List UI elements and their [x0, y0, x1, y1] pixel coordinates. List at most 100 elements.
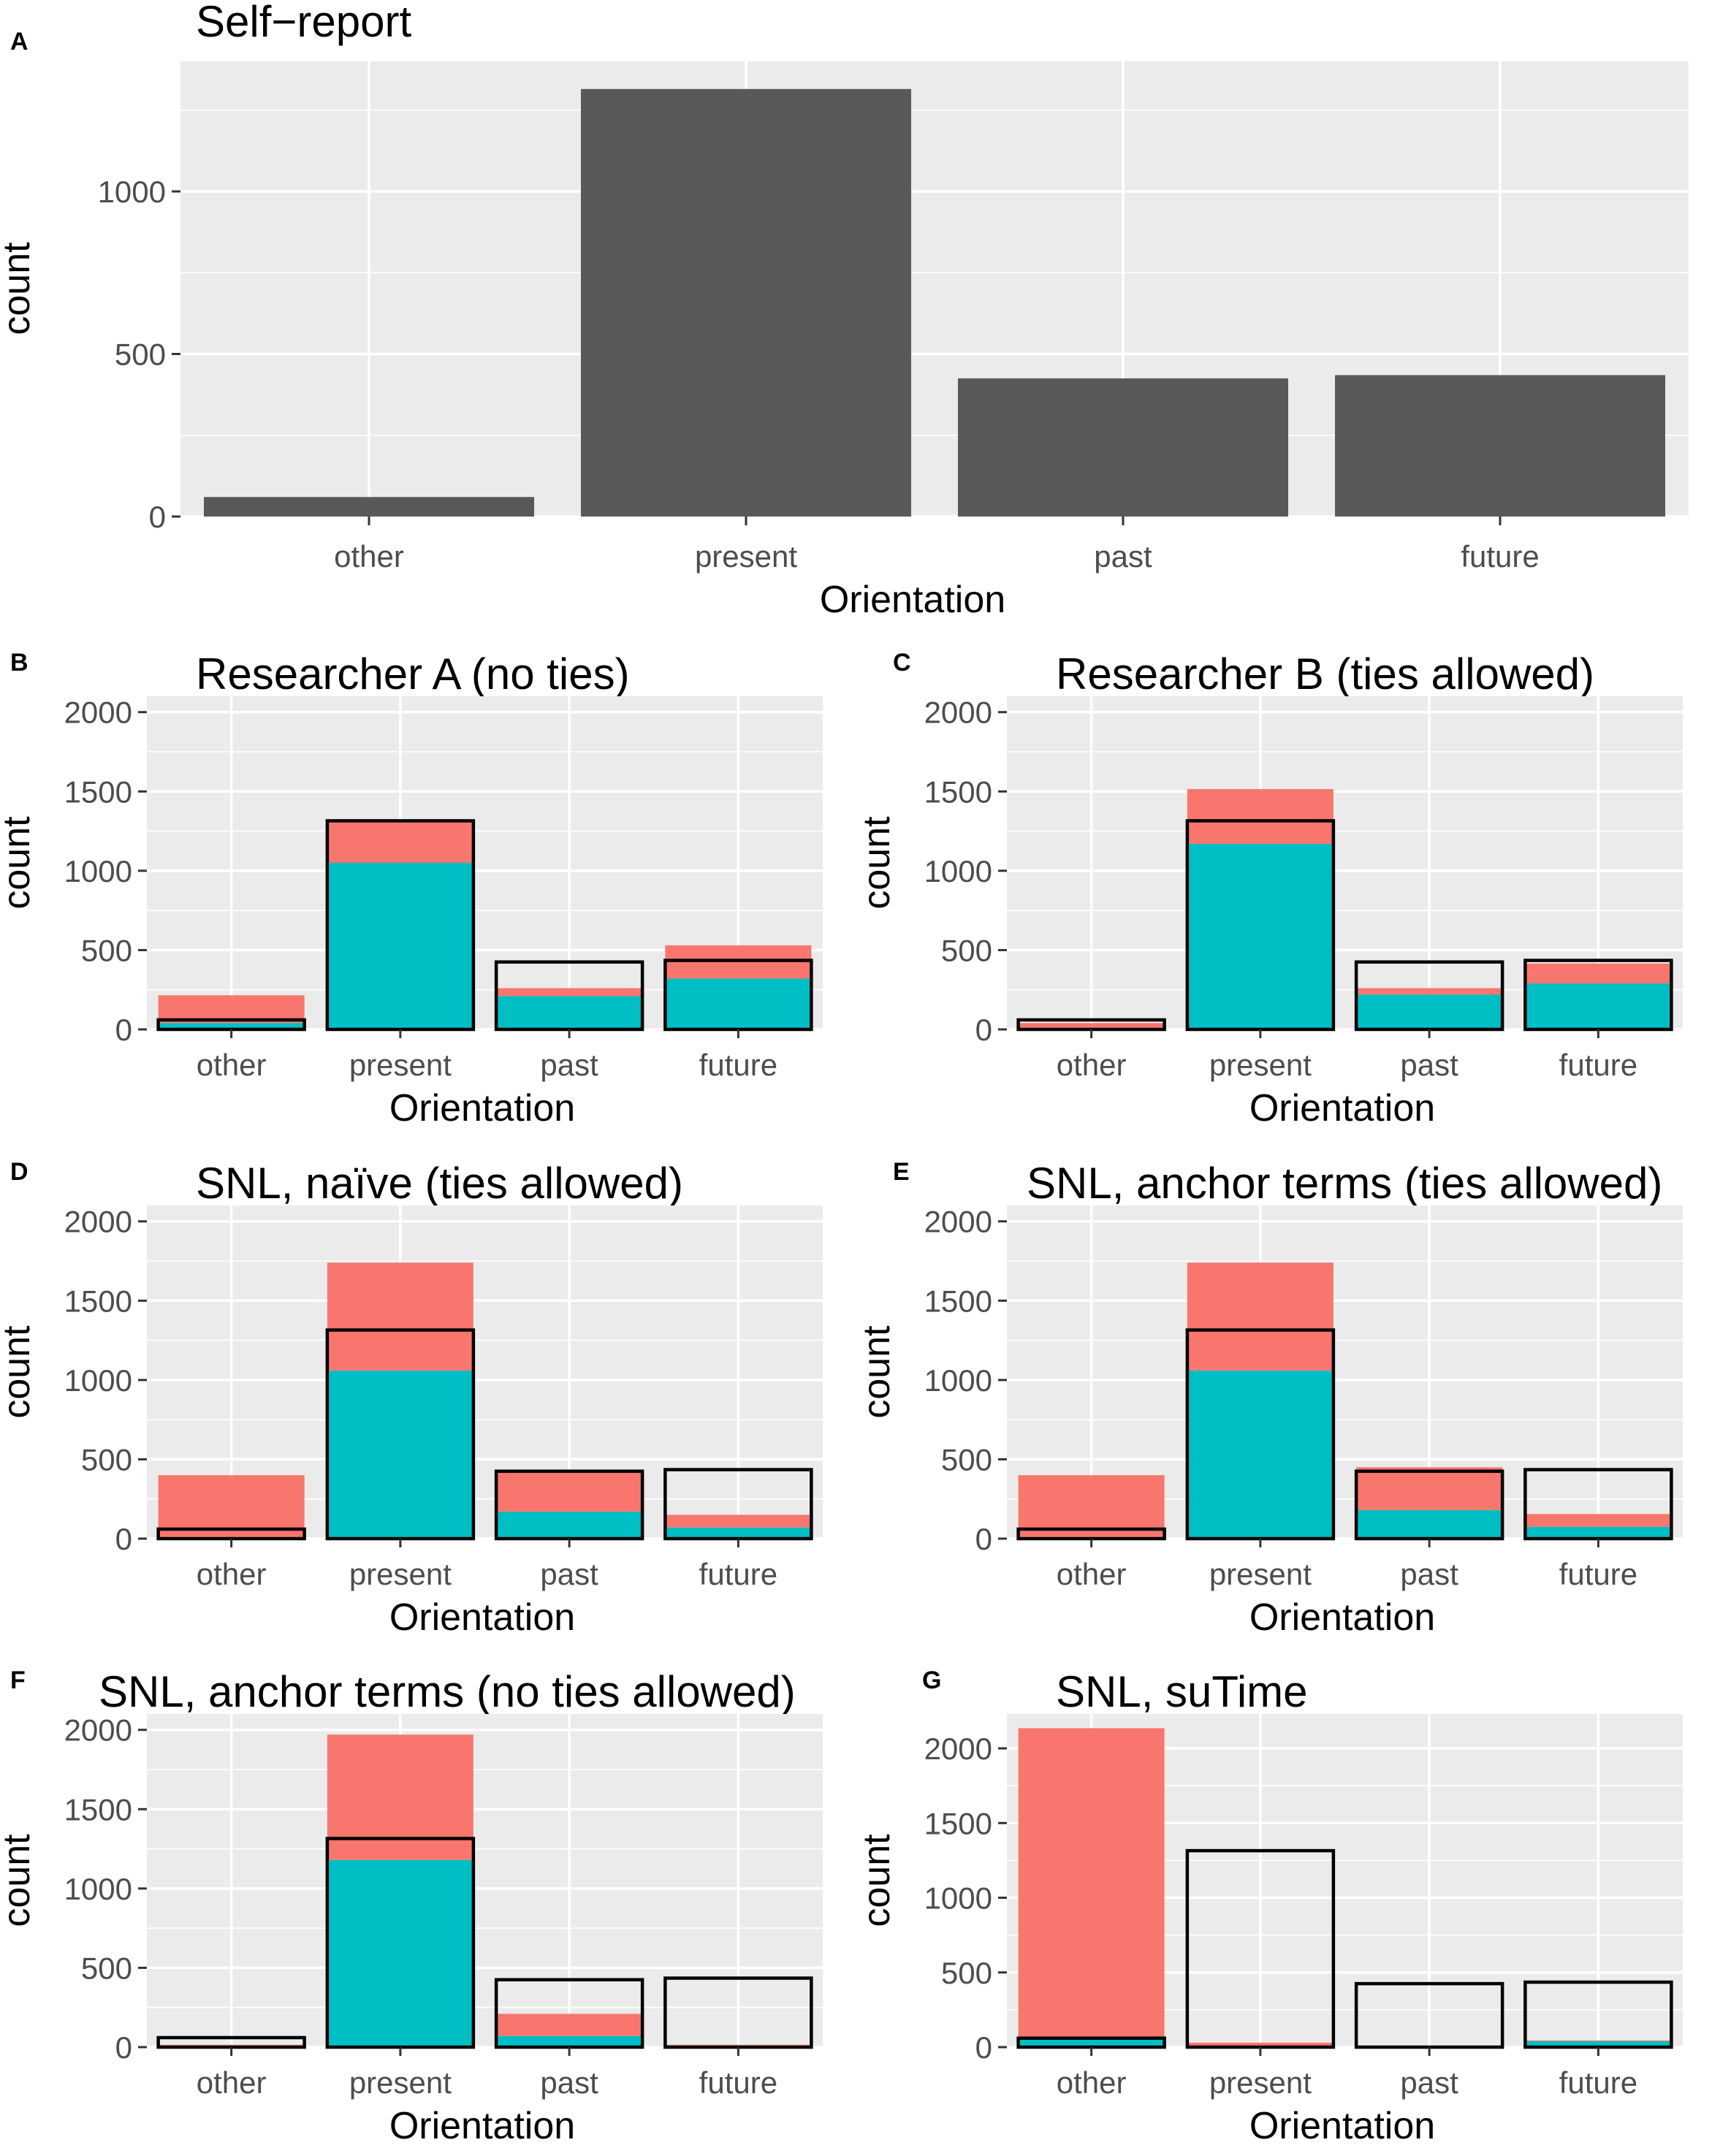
bar-other-mismatch [1018, 1475, 1165, 1537]
y-axis-title: count [0, 1325, 38, 1419]
bar-present-mismatch [1187, 1262, 1334, 1371]
bar-present-match [327, 1859, 473, 2047]
y-axis-title: count [0, 1834, 38, 1927]
x-tick-label-present: present [349, 2065, 452, 2100]
x-tick-label-other: other [197, 1557, 267, 1591]
panel-letter: B [10, 649, 28, 677]
x-tick-label-present: present [349, 1557, 452, 1591]
plot-background [147, 1714, 823, 2047]
bar-other-mismatch [1018, 1023, 1165, 1028]
bar-other-match [158, 1023, 305, 1029]
panel-c: C Researcher B (ties allowed) 0 500 1000 1500… [856, 649, 1683, 1130]
y-tick-label: 500 [81, 933, 132, 967]
x-tick-label-present: present [349, 1048, 452, 1082]
bar-past-mismatch [496, 2014, 643, 2036]
y-axis-title: count [856, 1325, 898, 1419]
y-tick-label: 0 [115, 1522, 132, 1556]
y-tick-label: 500 [941, 933, 992, 967]
bar-future-mismatch [1525, 1514, 1672, 1527]
panel-title: Researcher A (no ties) [196, 650, 630, 698]
panel-title: SNL, anchor terms (no ties allowed) [99, 1667, 796, 1716]
panel-letter: E [893, 1158, 910, 1186]
bar-future-mismatch [665, 2044, 812, 2046]
x-tick-label-present: present [1209, 2065, 1312, 2100]
panel-title: Researcher B (ties allowed) [1056, 650, 1594, 698]
bar-other-mismatch [1018, 1728, 1165, 2040]
bar-present-mismatch [327, 820, 473, 863]
bar-past-mismatch [1356, 1467, 1503, 1510]
x-tick-label-other: other [197, 1048, 267, 1082]
y-tick-label: 2000 [924, 1732, 992, 1766]
y-tick-label: 1500 [924, 1806, 992, 1840]
y-tick-label: 1500 [64, 774, 132, 809]
x-tick-label-future: future [699, 1557, 777, 1591]
x-tick-label-past: past [540, 1048, 598, 1082]
panel-letter: D [10, 1158, 28, 1186]
x-tick-label-future: future [1559, 2065, 1637, 2100]
y-tick-label: 1000 [924, 854, 992, 888]
x-tick-label-future: future [699, 2065, 777, 2100]
bar-present-mismatch [327, 1734, 473, 1860]
y-tick-label: 2000 [924, 696, 992, 730]
y-axis-title: count [0, 242, 38, 335]
x-tick-label-past: past [1400, 2065, 1458, 2100]
y-tick-label: 1000 [64, 854, 132, 888]
x-axis-title: Orientation [389, 2105, 575, 2147]
y-tick-label: 0 [115, 1013, 132, 1047]
y-tick-label: 1500 [64, 1284, 132, 1318]
y-tick-label: 500 [81, 1442, 132, 1477]
bar-present [581, 88, 911, 517]
x-tick-label-other: other [1057, 1557, 1127, 1591]
bar-other [204, 497, 534, 517]
bar-present-match [1187, 843, 1334, 1029]
y-tick-label: 1500 [924, 1284, 992, 1318]
x-tick-label-future: future [1461, 539, 1539, 574]
panel-a: A Self−report 0 500 1000 other present past futu… [0, 0, 1689, 621]
y-axis-title: count [856, 1834, 898, 1927]
y-tick-label: 0 [975, 1522, 992, 1556]
x-tick-label-present: present [1209, 1048, 1312, 1082]
y-tick-label: 500 [941, 1442, 992, 1477]
panel-letter: F [10, 1666, 26, 1694]
bar-past [958, 378, 1288, 517]
bar-future [1335, 375, 1665, 517]
x-tick-label-future: future [1559, 1048, 1637, 1082]
y-tick-label: 1500 [924, 774, 992, 809]
x-axis-title: Orientation [820, 579, 1005, 621]
bar-present-mismatch [1187, 2042, 1334, 2046]
panel-d: D SNL, naïve (ties allowed) 0 500 1000 1500 20… [0, 1158, 823, 1639]
panel-title: Self−report [196, 0, 411, 46]
x-tick-label-past: past [540, 2065, 598, 2100]
x-tick-label-past: past [540, 1557, 598, 1591]
x-tick-label-other: other [1057, 1048, 1127, 1082]
bar-future-match [665, 978, 812, 1029]
bar-present-match [1187, 1370, 1334, 1539]
x-tick-label-other: other [334, 539, 404, 574]
y-axis-title: count [0, 816, 38, 910]
bar-past-mismatch [1356, 988, 1503, 995]
y-tick-label: 0 [149, 500, 166, 534]
bar-future-match [1525, 2041, 1672, 2047]
y-tick-label: 1000 [64, 1363, 132, 1398]
y-tick-label: 1000 [64, 1872, 132, 1906]
y-tick-label: 500 [941, 1956, 992, 1990]
y-tick-label: 2000 [64, 1713, 132, 1748]
y-tick-label: 0 [975, 2030, 992, 2065]
y-tick-label: 1000 [924, 1881, 992, 1916]
x-tick-label-past: past [1400, 1048, 1458, 1082]
panel-e: E SNL, anchor terms (ties allowed) 0 500 100… [856, 1158, 1683, 1639]
bar-past-match [496, 2035, 643, 2047]
bar-other-mismatch [158, 1475, 305, 1537]
y-tick-label: 2000 [924, 1205, 992, 1239]
x-tick-label-other: other [1057, 2065, 1127, 2100]
panel-title: SNL, anchor terms (ties allowed) [1027, 1159, 1662, 1208]
panel-letter: C [893, 649, 911, 677]
x-tick-label-past: past [1400, 1557, 1458, 1591]
x-axis-title: Orientation [1249, 2105, 1435, 2147]
panel-title: SNL, naïve (ties allowed) [196, 1159, 683, 1208]
bar-past-match [1356, 994, 1503, 1029]
bar-other-match [1018, 2039, 1165, 2047]
x-axis-title: Orientation [389, 1087, 575, 1130]
panel-f: F SNL, anchor terms (no ties allowed) 0 500… [0, 1666, 823, 2147]
